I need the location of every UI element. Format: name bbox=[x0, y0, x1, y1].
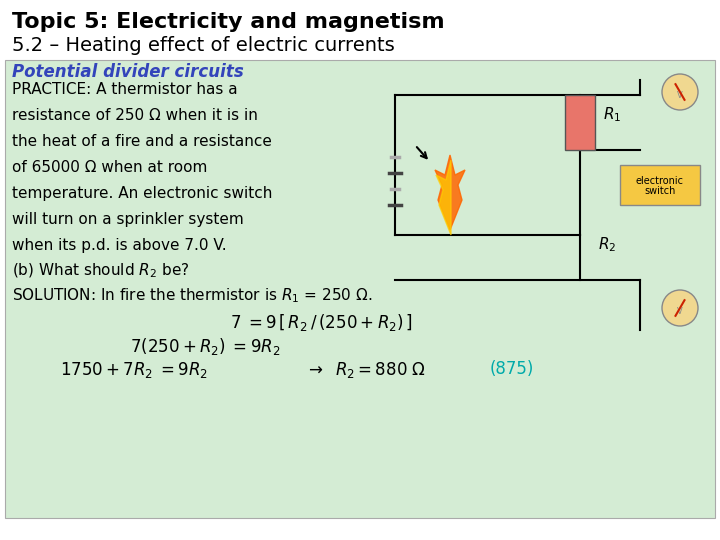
Text: (b) What should $R_2$ be?: (b) What should $R_2$ be? bbox=[12, 262, 189, 280]
Text: temperature. An electronic switch: temperature. An electronic switch bbox=[12, 186, 272, 201]
Text: (875): (875) bbox=[490, 360, 534, 378]
Text: $R_2 = 880\;\Omega$: $R_2 = 880\;\Omega$ bbox=[335, 360, 426, 380]
Text: $1750 + 7R_2\;  = 9R_2$: $1750 + 7R_2\; = 9R_2$ bbox=[60, 360, 208, 380]
Bar bbox=[620, 165, 700, 205]
Text: $7\;  = 9 \,[\, R_2\,/\,(250 + R_2)\,]$: $7\; = 9 \,[\, R_2\,/\,(250 + R_2)\,]$ bbox=[230, 312, 413, 333]
Text: $\rightarrow$: $\rightarrow$ bbox=[305, 360, 323, 378]
Circle shape bbox=[662, 290, 698, 326]
Text: PRACTICE: A thermistor has a: PRACTICE: A thermistor has a bbox=[12, 82, 238, 97]
Text: electronic: electronic bbox=[636, 176, 684, 186]
Text: V: V bbox=[677, 91, 683, 99]
Text: $7(250 + R_2)\;  = 9R_2$: $7(250 + R_2)\; = 9R_2$ bbox=[130, 336, 280, 357]
Circle shape bbox=[662, 74, 698, 110]
Text: 5.2 – Heating effect of electric currents: 5.2 – Heating effect of electric current… bbox=[12, 36, 395, 55]
Text: switch: switch bbox=[644, 186, 675, 196]
Text: $R_2$: $R_2$ bbox=[598, 235, 616, 254]
Text: Potential divider circuits: Potential divider circuits bbox=[12, 63, 244, 81]
Text: resistance of 250 Ω when it is in: resistance of 250 Ω when it is in bbox=[12, 108, 258, 123]
Bar bbox=[565, 95, 595, 150]
Text: $R_1$: $R_1$ bbox=[603, 105, 621, 124]
Bar bbox=[5, 60, 715, 518]
Text: the heat of a fire and a resistance: the heat of a fire and a resistance bbox=[12, 134, 272, 149]
Polygon shape bbox=[435, 155, 465, 230]
Text: when its p.d. is above 7.0 V.: when its p.d. is above 7.0 V. bbox=[12, 238, 227, 253]
Text: of 65000 Ω when at room: of 65000 Ω when at room bbox=[12, 160, 207, 175]
Text: will turn on a sprinkler system: will turn on a sprinkler system bbox=[12, 212, 244, 227]
Text: V: V bbox=[677, 307, 683, 315]
Polygon shape bbox=[436, 160, 451, 235]
Text: Topic 5: Electricity and magnetism: Topic 5: Electricity and magnetism bbox=[12, 12, 445, 32]
Text: SOLUTION: In fire the thermistor is $R_1$ = 250 $\Omega$.: SOLUTION: In fire the thermistor is $R_1… bbox=[12, 286, 372, 305]
